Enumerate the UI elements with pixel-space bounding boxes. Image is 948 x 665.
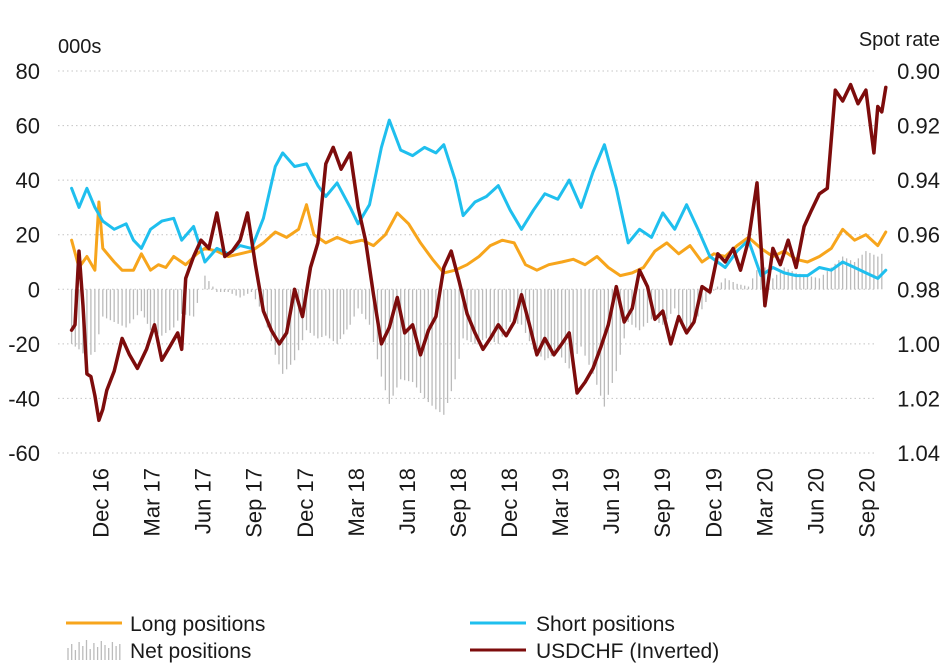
left-tick-label: 80 bbox=[16, 59, 40, 84]
right-tick-label: 0.96 bbox=[897, 223, 940, 248]
usdchf-inverted-line bbox=[69, 82, 888, 423]
left-tick-label: -40 bbox=[8, 386, 40, 411]
left-tick-label: -20 bbox=[8, 332, 40, 357]
right-tick-label: 0.90 bbox=[897, 59, 940, 84]
right-tick-label: 0.98 bbox=[897, 277, 940, 302]
x-axis-ticks: Dec 16 Mar 17 Jun 17 Sep 17 Dec 17 Mar 18 Jun … bbox=[89, 468, 880, 538]
x-tick-label: Sep 17 bbox=[242, 468, 267, 538]
gridlines bbox=[58, 70, 875, 454]
series-lines bbox=[69, 82, 888, 423]
legend-label-usdchf: USDCHF (Inverted) bbox=[536, 640, 719, 663]
long-positions-line bbox=[70, 200, 888, 278]
left-axis-ticks: 80 60 40 20 0 -20 -40 -60 bbox=[8, 59, 40, 466]
right-axis-unit-label: Spot rate bbox=[859, 29, 940, 51]
x-tick-label: Sep 19 bbox=[650, 468, 675, 538]
x-tick-label: Mar 20 bbox=[752, 468, 777, 536]
x-tick-label: Sep 20 bbox=[854, 468, 879, 538]
right-tick-label: 1.04 bbox=[897, 441, 940, 466]
left-tick-label: 0 bbox=[28, 277, 40, 302]
x-tick-label: Dec 17 bbox=[293, 468, 318, 538]
legend: Long positions Net positions Short posit… bbox=[66, 613, 719, 663]
legend-label-net-positions: Net positions bbox=[130, 640, 251, 663]
left-tick-label: 60 bbox=[16, 114, 40, 139]
x-tick-label: Jun 19 bbox=[599, 468, 624, 534]
x-tick-label: Jun 20 bbox=[803, 468, 828, 534]
left-tick-label: -60 bbox=[8, 441, 40, 466]
right-axis-ticks: 0.90 0.92 0.94 0.96 0.98 1.00 1.02 1.04 bbox=[897, 59, 940, 466]
x-tick-label: Dec 19 bbox=[701, 468, 726, 538]
left-tick-label: 40 bbox=[16, 168, 40, 193]
x-tick-label: Mar 17 bbox=[140, 468, 165, 536]
right-tick-label: 1.02 bbox=[897, 386, 940, 411]
x-tick-label: Mar 18 bbox=[344, 468, 369, 536]
left-axis-unit-label: 000s bbox=[58, 36, 101, 58]
x-tick-label: Sep 18 bbox=[446, 468, 471, 538]
net-positions-bars bbox=[70, 251, 883, 415]
x-tick-label: Dec 18 bbox=[497, 468, 522, 538]
right-tick-label: 1.00 bbox=[897, 332, 940, 357]
legend-label-long-positions: Long positions bbox=[130, 613, 265, 636]
legend-swatch-net-positions bbox=[67, 640, 121, 660]
x-tick-label: Dec 16 bbox=[89, 468, 114, 538]
x-tick-label: Jun 17 bbox=[191, 468, 216, 534]
right-tick-label: 0.94 bbox=[897, 168, 940, 193]
x-tick-label: Jun 18 bbox=[395, 468, 420, 534]
short-positions-line bbox=[70, 118, 888, 280]
legend-label-short-positions: Short positions bbox=[536, 613, 675, 636]
x-tick-label: Mar 19 bbox=[548, 468, 573, 536]
right-tick-label: 0.92 bbox=[897, 114, 940, 139]
left-tick-label: 20 bbox=[16, 223, 40, 248]
